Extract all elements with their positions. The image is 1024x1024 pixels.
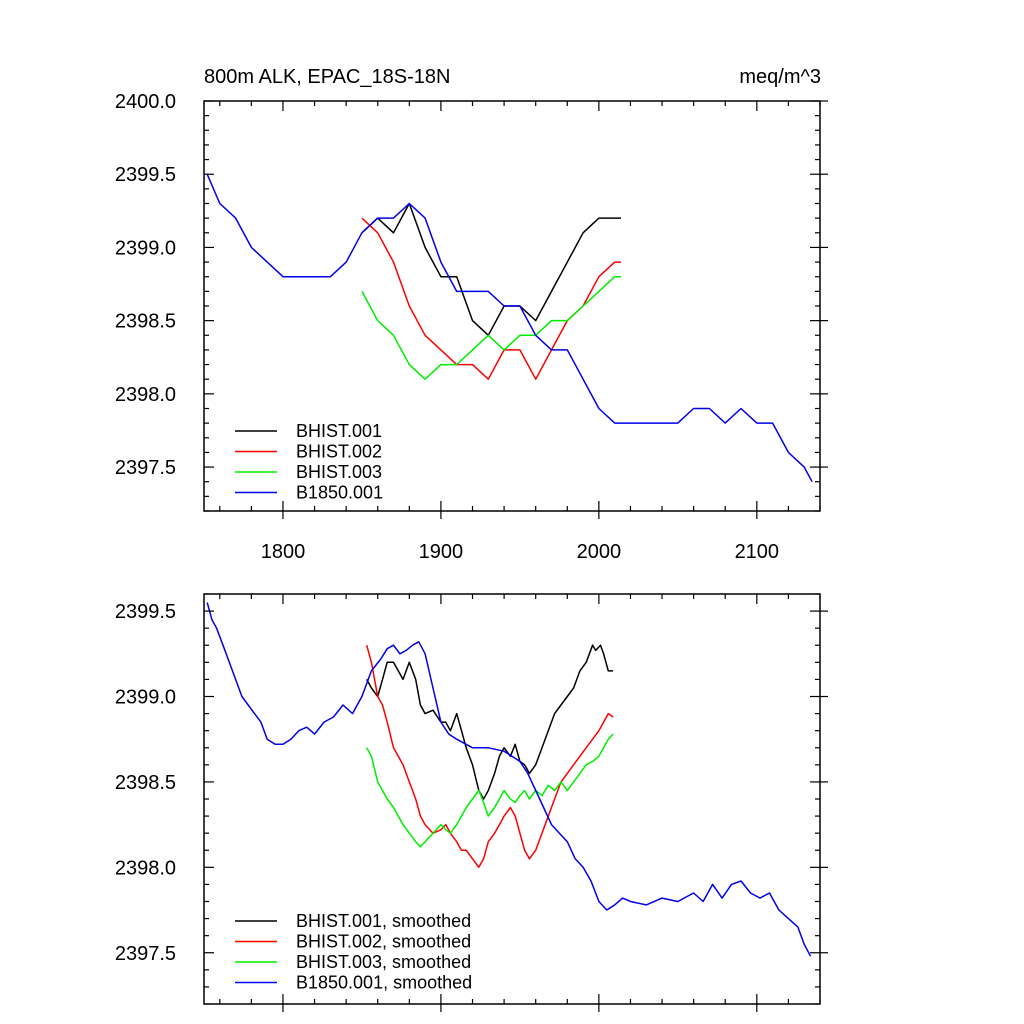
bottom-axis-ticks: 2397.5 2398.0 2398.5 2399.0 2399.5	[115, 593, 828, 1012]
y-tick-label: 2397.5	[115, 457, 176, 479]
y-tick-label: 2398.0	[115, 857, 176, 879]
legend-entry: BHIST.003	[296, 462, 382, 482]
legend-entry: B1850.001	[296, 483, 383, 503]
y-tick-label: 2399.5	[115, 601, 176, 623]
chart-title: 800m ALK, EPAC_18S-18N	[204, 66, 450, 88]
x-tick-label: 1900	[419, 541, 464, 563]
top-axis-ticks: 1800 1900 2000 2100 2397.5 2398.0 2398.5 2399.0…	[115, 91, 828, 563]
series-line-2	[361, 217, 621, 380]
series-line-4	[206, 173, 813, 483]
legend-entry: BHIST.002, smoothed	[296, 932, 471, 952]
series-line-2	[365, 645, 614, 869]
series-line-3	[361, 275, 621, 380]
bottom-panel: 2397.5 2398.0 2398.5 2399.0 2399.5 BHIST.001…	[115, 593, 828, 1012]
bottom-series-group	[206, 602, 812, 957]
series-line-3	[366, 733, 614, 848]
y-tick-label: 2399.5	[115, 164, 176, 186]
legend-entry: BHIST.001, smoothed	[296, 911, 471, 931]
series-line-1	[366, 644, 614, 800]
y-tick-label: 2398.5	[115, 311, 176, 333]
y-tick-label: 2399.0	[115, 687, 176, 709]
series-line-4	[206, 602, 812, 957]
y-tick-label: 2398.0	[115, 384, 176, 406]
series-line-1	[361, 202, 621, 337]
x-tick-label: 1800	[261, 541, 306, 563]
chart-units-label: meq/m^3	[739, 66, 821, 88]
legend-entry: BHIST.002	[296, 442, 382, 462]
y-tick-label: 2399.0	[115, 237, 176, 259]
legend-entry: BHIST.003, smoothed	[296, 952, 471, 972]
legend-entry: B1850.001, smoothed	[296, 973, 472, 993]
top-panel: 800m ALK, EPAC_18S-18N meq/m^3 1800 1900 2…	[115, 66, 828, 563]
legend-entry: BHIST.001	[296, 421, 382, 441]
y-tick-label: 2397.5	[115, 943, 176, 965]
y-tick-label: 2400.0	[115, 91, 176, 113]
top-series-group	[206, 173, 813, 483]
x-tick-label: 2000	[577, 541, 622, 563]
x-tick-label: 2100	[735, 541, 780, 563]
y-tick-label: 2398.5	[115, 772, 176, 794]
